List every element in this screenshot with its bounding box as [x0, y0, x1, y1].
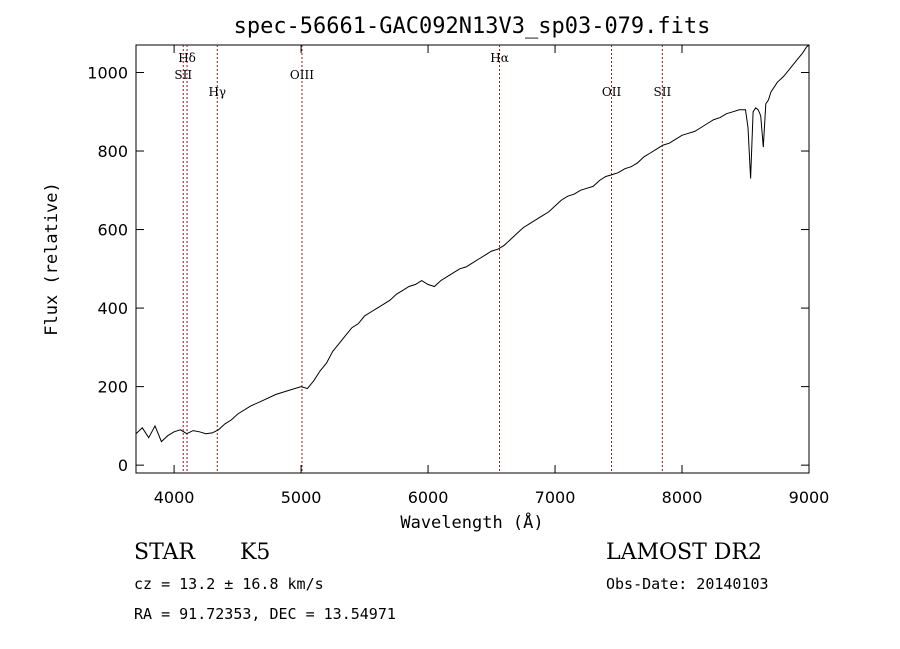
spectrum-chart: spec-56661-GAC092N13V3_sp03-079.fits Hδ S… [42, 14, 829, 533]
line-annotation: SII [653, 85, 671, 99]
y-tick-label: 800 [97, 142, 128, 161]
x-tick-label: 4000 [154, 488, 195, 507]
x-tick-label: 9000 [789, 488, 830, 507]
chart-title: spec-56661-GAC092N13V3_sp03-079.fits [234, 14, 711, 39]
line-annotation: Hγ [208, 85, 226, 99]
survey-label: LAMOST DR2 [606, 540, 762, 565]
plot-frame [135, 44, 810, 474]
y-tick-label: 1000 [87, 63, 128, 82]
y-tick-label: 600 [97, 221, 128, 240]
x-tick-label: 8000 [662, 488, 703, 507]
axis-ticks: 4000 5000 6000 7000 8000 9000 0 200 400 600 800 100… [87, 45, 829, 507]
line-annotation: OIII [290, 68, 314, 82]
object-class: STAR [134, 540, 195, 565]
y-tick-label: 400 [97, 299, 128, 318]
redshift-text: cz = 13.2 ± 16.8 km/s [134, 575, 324, 593]
line-annotation: Hδ [178, 51, 196, 65]
spectrum-line [135, 44, 810, 443]
y-axis-label: Flux (relative) [42, 182, 62, 336]
line-annotation: SII [174, 68, 192, 82]
reference-lines: Hδ SII Hγ OIII Hα OII SII [174, 45, 671, 473]
y-tick-label: 200 [97, 378, 128, 397]
ra-dec-text: RA = 91.72353, DEC = 13.54971 [134, 605, 396, 623]
obs-date-text: Obs-Date: 20140103 [606, 575, 769, 593]
x-tick-label: 7000 [535, 488, 576, 507]
object-subclass: K5 [240, 540, 271, 565]
line-annotation: OII [602, 85, 622, 99]
x-tick-label: 6000 [408, 488, 449, 507]
x-axis-label: Wavelength (Å) [400, 511, 543, 533]
line-annotation: Hα [490, 51, 509, 65]
x-tick-label: 5000 [281, 488, 322, 507]
y-tick-label: 0 [118, 456, 128, 475]
